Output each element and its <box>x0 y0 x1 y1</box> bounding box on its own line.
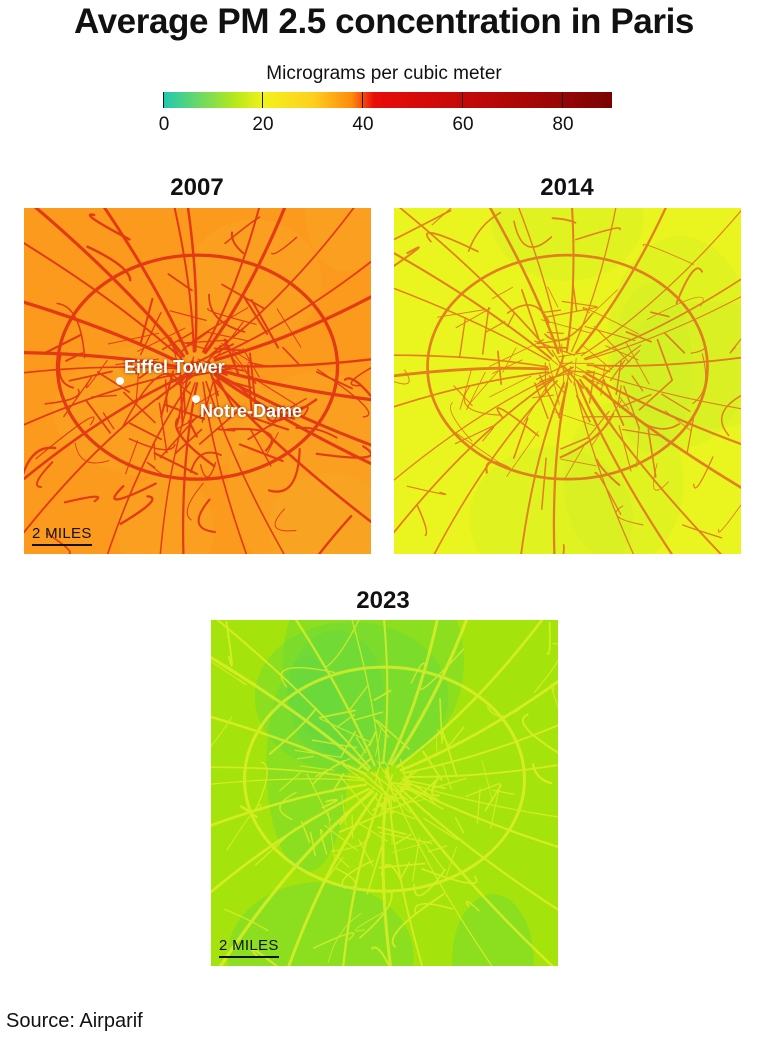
legend-color-bar <box>163 92 612 108</box>
eiffel-tower-marker <box>116 377 124 385</box>
scale-bar: 2 MILES <box>219 937 279 958</box>
year-label-2007: 2007 <box>170 174 224 201</box>
legend-tick-label: 20 <box>252 114 274 135</box>
legend-tick-label: 80 <box>552 114 574 135</box>
map-2023: 2 MILES <box>211 620 558 966</box>
road-network <box>211 620 558 966</box>
map-2007: Eiffel Tower Notre-Dame 2 MILES <box>24 208 371 554</box>
year-label-2014: 2014 <box>540 174 594 201</box>
legend-tick-mark <box>163 92 164 108</box>
legend-tick-mark <box>262 92 263 108</box>
road-network <box>394 208 741 554</box>
legend-tick-label: 0 <box>158 114 170 135</box>
scale-bar: 2 MILES <box>32 525 92 546</box>
legend-tick-mark <box>562 92 563 108</box>
legend-tick-mark <box>462 92 463 108</box>
source-note: Source: Airparif <box>6 1010 143 1032</box>
notre-dame-marker <box>192 395 200 403</box>
road-network <box>24 208 371 554</box>
year-label-2023: 2023 <box>356 587 410 614</box>
eiffel-tower-label: Eiffel Tower <box>124 357 225 377</box>
legend-title: Micrograms per cubic meter <box>266 63 502 84</box>
legend-tick-label: 60 <box>452 114 474 135</box>
map-2014 <box>394 208 741 554</box>
chart-title: Average PM 2.5 concentration in Paris <box>74 2 694 41</box>
notre-dame-label: Notre-Dame <box>200 401 303 421</box>
legend-tick-mark <box>362 92 363 108</box>
legend-tick-label: 40 <box>352 114 374 135</box>
